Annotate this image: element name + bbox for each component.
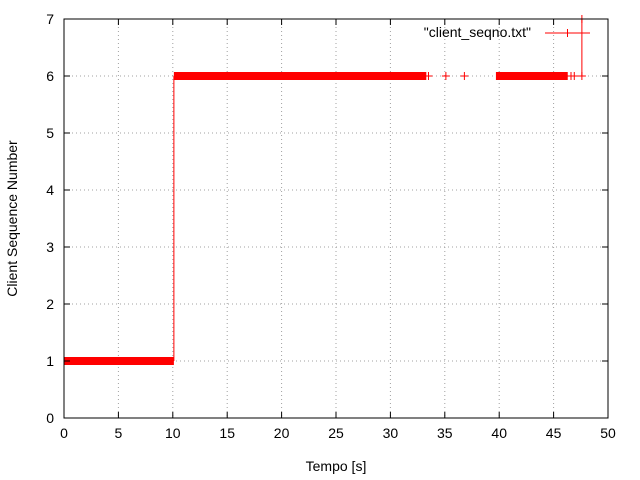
x-tick-label: 5 <box>115 425 123 441</box>
series-point <box>441 72 450 80</box>
y-tick-label: 3 <box>46 239 54 255</box>
y-tick-label: 7 <box>46 11 54 27</box>
series-client-seqno <box>64 15 586 365</box>
y-tick-label: 1 <box>46 353 54 369</box>
x-tick-label: 35 <box>437 425 453 441</box>
y-tick-label: 2 <box>46 296 54 312</box>
x-tick-label: 45 <box>546 425 562 441</box>
x-tick-label: 20 <box>274 425 290 441</box>
series-point <box>460 72 469 80</box>
series-point <box>570 72 579 80</box>
legend-label: "client_seqno.txt" <box>424 24 531 40</box>
y-tick-label: 0 <box>46 410 54 426</box>
y-tick-label: 4 <box>46 182 54 198</box>
series-dense-run <box>495 72 568 80</box>
y-axis-label: Client Sequence Number <box>4 140 20 297</box>
x-tick-label: 25 <box>328 425 344 441</box>
series-dense-run <box>173 72 427 80</box>
legend: "client_seqno.txt" <box>424 24 590 40</box>
y-tick-label: 6 <box>46 68 54 84</box>
series-point <box>577 72 586 80</box>
x-tick-label: 0 <box>60 425 68 441</box>
x-tick-label: 40 <box>491 425 507 441</box>
x-tick-label: 10 <box>165 425 181 441</box>
x-axis-label: Tempo [s] <box>306 458 367 474</box>
x-tick-label: 15 <box>219 425 235 441</box>
x-tick-label: 50 <box>600 425 616 441</box>
x-tick-label: 30 <box>383 425 399 441</box>
series-point <box>424 72 433 80</box>
y-tick-label: 5 <box>46 125 54 141</box>
grid <box>64 19 608 418</box>
series-dense-run <box>64 357 174 365</box>
